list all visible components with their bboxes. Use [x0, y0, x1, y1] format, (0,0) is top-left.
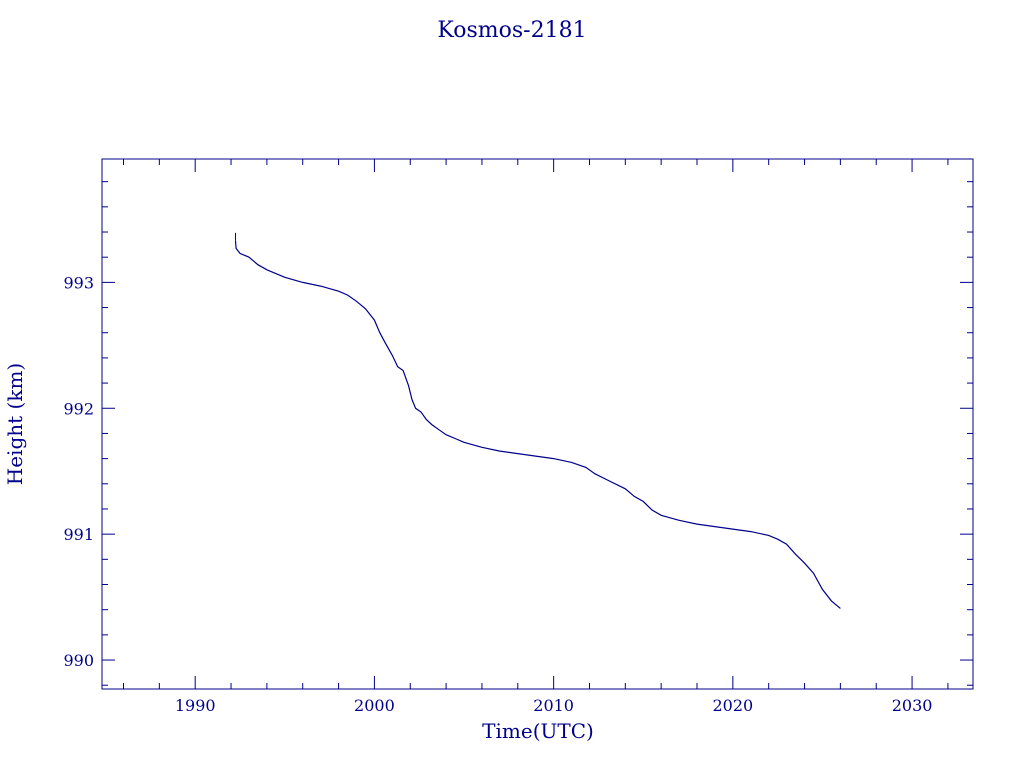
y-tick-label: 990	[63, 651, 94, 670]
x-tick-label: 2030	[892, 696, 933, 715]
y-tick-label: 992	[63, 399, 94, 418]
axis-ticks	[102, 159, 973, 689]
axis-tick-labels: 1990 2000 2010 2020 2030 990 991 992 993	[63, 273, 932, 715]
x-tick-label: 2000	[354, 696, 395, 715]
y-axis-label: Height (km)	[3, 363, 27, 485]
chart-title: Kosmos-2181	[437, 18, 586, 43]
x-tick-label: 2010	[533, 696, 574, 715]
x-tick-label: 2020	[712, 696, 753, 715]
y-tick-label: 993	[63, 273, 94, 292]
y-tick-label: 991	[63, 525, 94, 544]
plot-frame	[101, 158, 974, 690]
x-tick-label: 1990	[175, 696, 216, 715]
series-line	[234, 240, 841, 609]
x-axis-label: Time(UTC)	[482, 719, 594, 743]
